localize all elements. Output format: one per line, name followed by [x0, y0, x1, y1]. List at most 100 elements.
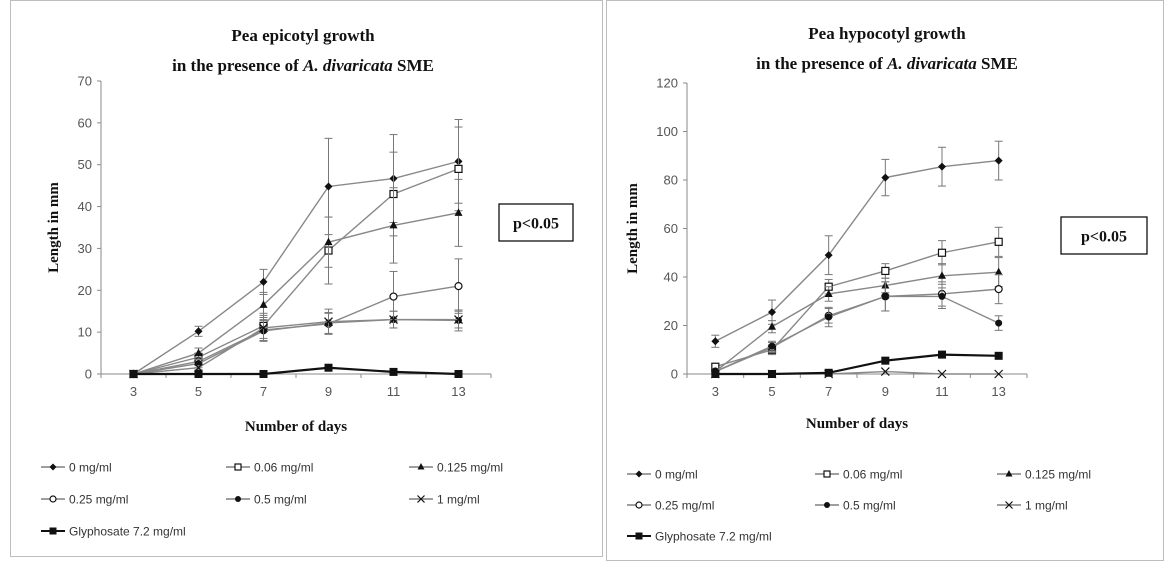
data-point-1-mg-ml	[454, 315, 463, 325]
legend-item-1-mg-ml: 1 mg/ml	[997, 499, 1068, 513]
data-point-0-mg-ml	[824, 251, 833, 260]
y-tick-label: 50	[78, 157, 92, 172]
chart-title-line2: in the presence of A. divaricata SME	[172, 56, 434, 75]
y-axis-title: Length in mm	[46, 182, 62, 273]
series-0-06-mg-ml	[711, 226, 1003, 371]
legend-marker	[49, 463, 57, 471]
data-point-glyphosate-7-2-mg-ml	[881, 356, 890, 365]
data-point-0-125-mg-ml	[994, 267, 1003, 276]
significance-annotation: p<0.05	[498, 203, 574, 242]
data-point-glyphosate-7-2-mg-ml	[938, 350, 946, 359]
data-point-0-125-mg-ml	[938, 271, 946, 279]
x-tick-label: 3	[130, 384, 137, 399]
significance-annotation: p<0.05	[1060, 216, 1148, 255]
legend-marker	[635, 470, 643, 478]
annotation-text: p<0.05	[513, 216, 559, 233]
data-point-0-mg-ml	[194, 327, 203, 336]
data-point-1-mg-ml	[994, 369, 1004, 379]
legend-marker	[1005, 501, 1013, 509]
y-tick-label: 60	[664, 221, 678, 236]
legend-label: 0.5 mg/ml	[843, 499, 896, 513]
data-point-glyphosate-7-2-mg-ml	[129, 370, 138, 378]
annotation-text: p<0.05	[1081, 229, 1127, 246]
legend-marker	[49, 495, 57, 503]
series-line-0-5-mg-ml	[133, 318, 459, 375]
legend-marker	[823, 470, 831, 478]
y-tick-label: 20	[78, 283, 92, 298]
data-point-0-25-mg-ml	[994, 285, 1003, 294]
series-0-mg-ml	[129, 119, 463, 378]
series-line-glyphosate-7-2-mg-ml	[133, 366, 459, 376]
data-point-0-5-mg-ml	[995, 319, 1003, 327]
x-tick-label: 13	[991, 384, 1005, 399]
chart-title-line1: Pea epicotyl growth	[231, 26, 375, 45]
legend-marker	[49, 527, 57, 535]
data-point-0-5-mg-ml	[938, 292, 946, 300]
data-point-0-125-mg-ml	[768, 322, 776, 330]
data-point-glyphosate-7-2-mg-ml	[768, 370, 776, 378]
series-line-glyphosate-7-2-mg-ml	[715, 353, 999, 376]
series-0-mg-ml	[711, 140, 1003, 348]
x-tick-label: 11	[935, 384, 949, 399]
x-tick-label: 7	[260, 384, 267, 399]
series-glyphosate-7-2-mg-ml	[129, 363, 463, 378]
data-point-1-mg-ml	[389, 315, 398, 325]
legend: 0 mg/ml 0.06 mg/ml 0.125 mg/ml 0.25 mg/ml 0.…	[627, 468, 1091, 544]
data-point-0-25-mg-ml	[389, 292, 398, 301]
legend-label: 1 mg/ml	[1025, 499, 1068, 513]
legend-item-0-5-mg-ml: 0.5 mg/ml	[226, 493, 307, 507]
legend: 0 mg/ml 0.06 mg/ml 0.125 mg/ml 0.25 mg/ml 0.…	[41, 461, 503, 539]
data-point-glyphosate-7-2-mg-ml	[259, 370, 268, 378]
legend-marker	[635, 501, 643, 509]
chart-title-line1: Pea hypocotyl growth	[808, 24, 966, 43]
data-point-glyphosate-7-2-mg-ml	[994, 351, 1003, 360]
chart-title-line2: in the presence of A. divaricata SME	[756, 54, 1018, 73]
annotation-box	[1060, 216, 1148, 255]
data-point-glyphosate-7-2-mg-ml	[389, 367, 398, 376]
y-tick-label: 60	[78, 115, 92, 130]
series-line-0-125-mg-ml	[133, 212, 459, 375]
chart-panel-hypocotyl: Pea hypocotyl growth in the presence of A…	[606, 0, 1164, 561]
legend-label: 0.25 mg/ml	[69, 493, 128, 507]
y-tick-label: 40	[78, 199, 92, 214]
data-point-1-mg-ml	[324, 317, 333, 327]
series-0-06-mg-ml	[129, 126, 463, 379]
legend-label: 0 mg/ml	[69, 461, 112, 475]
legend-marker	[417, 495, 425, 503]
data-point-0-125-mg-ml	[259, 300, 268, 308]
y-tick-label: 10	[78, 325, 92, 340]
legend-marker	[235, 496, 241, 502]
data-point-glyphosate-7-2-mg-ml	[711, 370, 720, 378]
series-0-5-mg-ml	[711, 281, 1003, 376]
y-tick-label: 70	[78, 74, 92, 89]
data-point-0-06-mg-ml	[454, 164, 463, 173]
y-tick-label: 40	[664, 270, 678, 285]
x-tick-label: 3	[712, 384, 719, 399]
data-point-0-mg-ml	[711, 337, 720, 346]
legend-item-glyphosate-7-2-mg-ml: Glyphosate 7.2 mg/ml	[41, 525, 186, 539]
data-point-glyphosate-7-2-mg-ml	[824, 368, 833, 377]
legend-label: 0.5 mg/ml	[254, 493, 307, 507]
data-point-0-125-mg-ml	[194, 348, 203, 357]
legend-item-0-25-mg-ml: 0.25 mg/ml	[41, 493, 128, 507]
legend-item-0-mg-ml: 0 mg/ml	[627, 468, 698, 482]
series-line-1-mg-ml	[133, 318, 459, 375]
data-point-0-125-mg-ml	[824, 289, 833, 297]
series-line-0-06-mg-ml	[715, 241, 999, 368]
data-point-0-5-mg-ml	[825, 313, 833, 321]
legend-item-0-125-mg-ml: 0.125 mg/ml	[997, 468, 1091, 482]
legend-label: 0 mg/ml	[655, 468, 698, 482]
series-line-0-mg-ml	[133, 160, 459, 375]
legend-label: Glyphosate 7.2 mg/ml	[655, 530, 772, 544]
legend-label: 0.06 mg/ml	[843, 468, 902, 482]
y-tick-label: 80	[664, 173, 678, 188]
data-point-0-06-mg-ml	[881, 266, 890, 276]
legend-item-0-125-mg-ml: 0.125 mg/ml	[409, 461, 503, 475]
data-point-0-125-mg-ml	[389, 220, 398, 229]
y-tick-label: 100	[656, 124, 678, 139]
data-point-0-25-mg-ml	[454, 282, 463, 291]
legend-marker	[1005, 470, 1013, 477]
y-tick-label: 0	[85, 367, 92, 382]
x-tick-label: 5	[195, 384, 202, 399]
x-tick-label: 5	[768, 384, 775, 399]
